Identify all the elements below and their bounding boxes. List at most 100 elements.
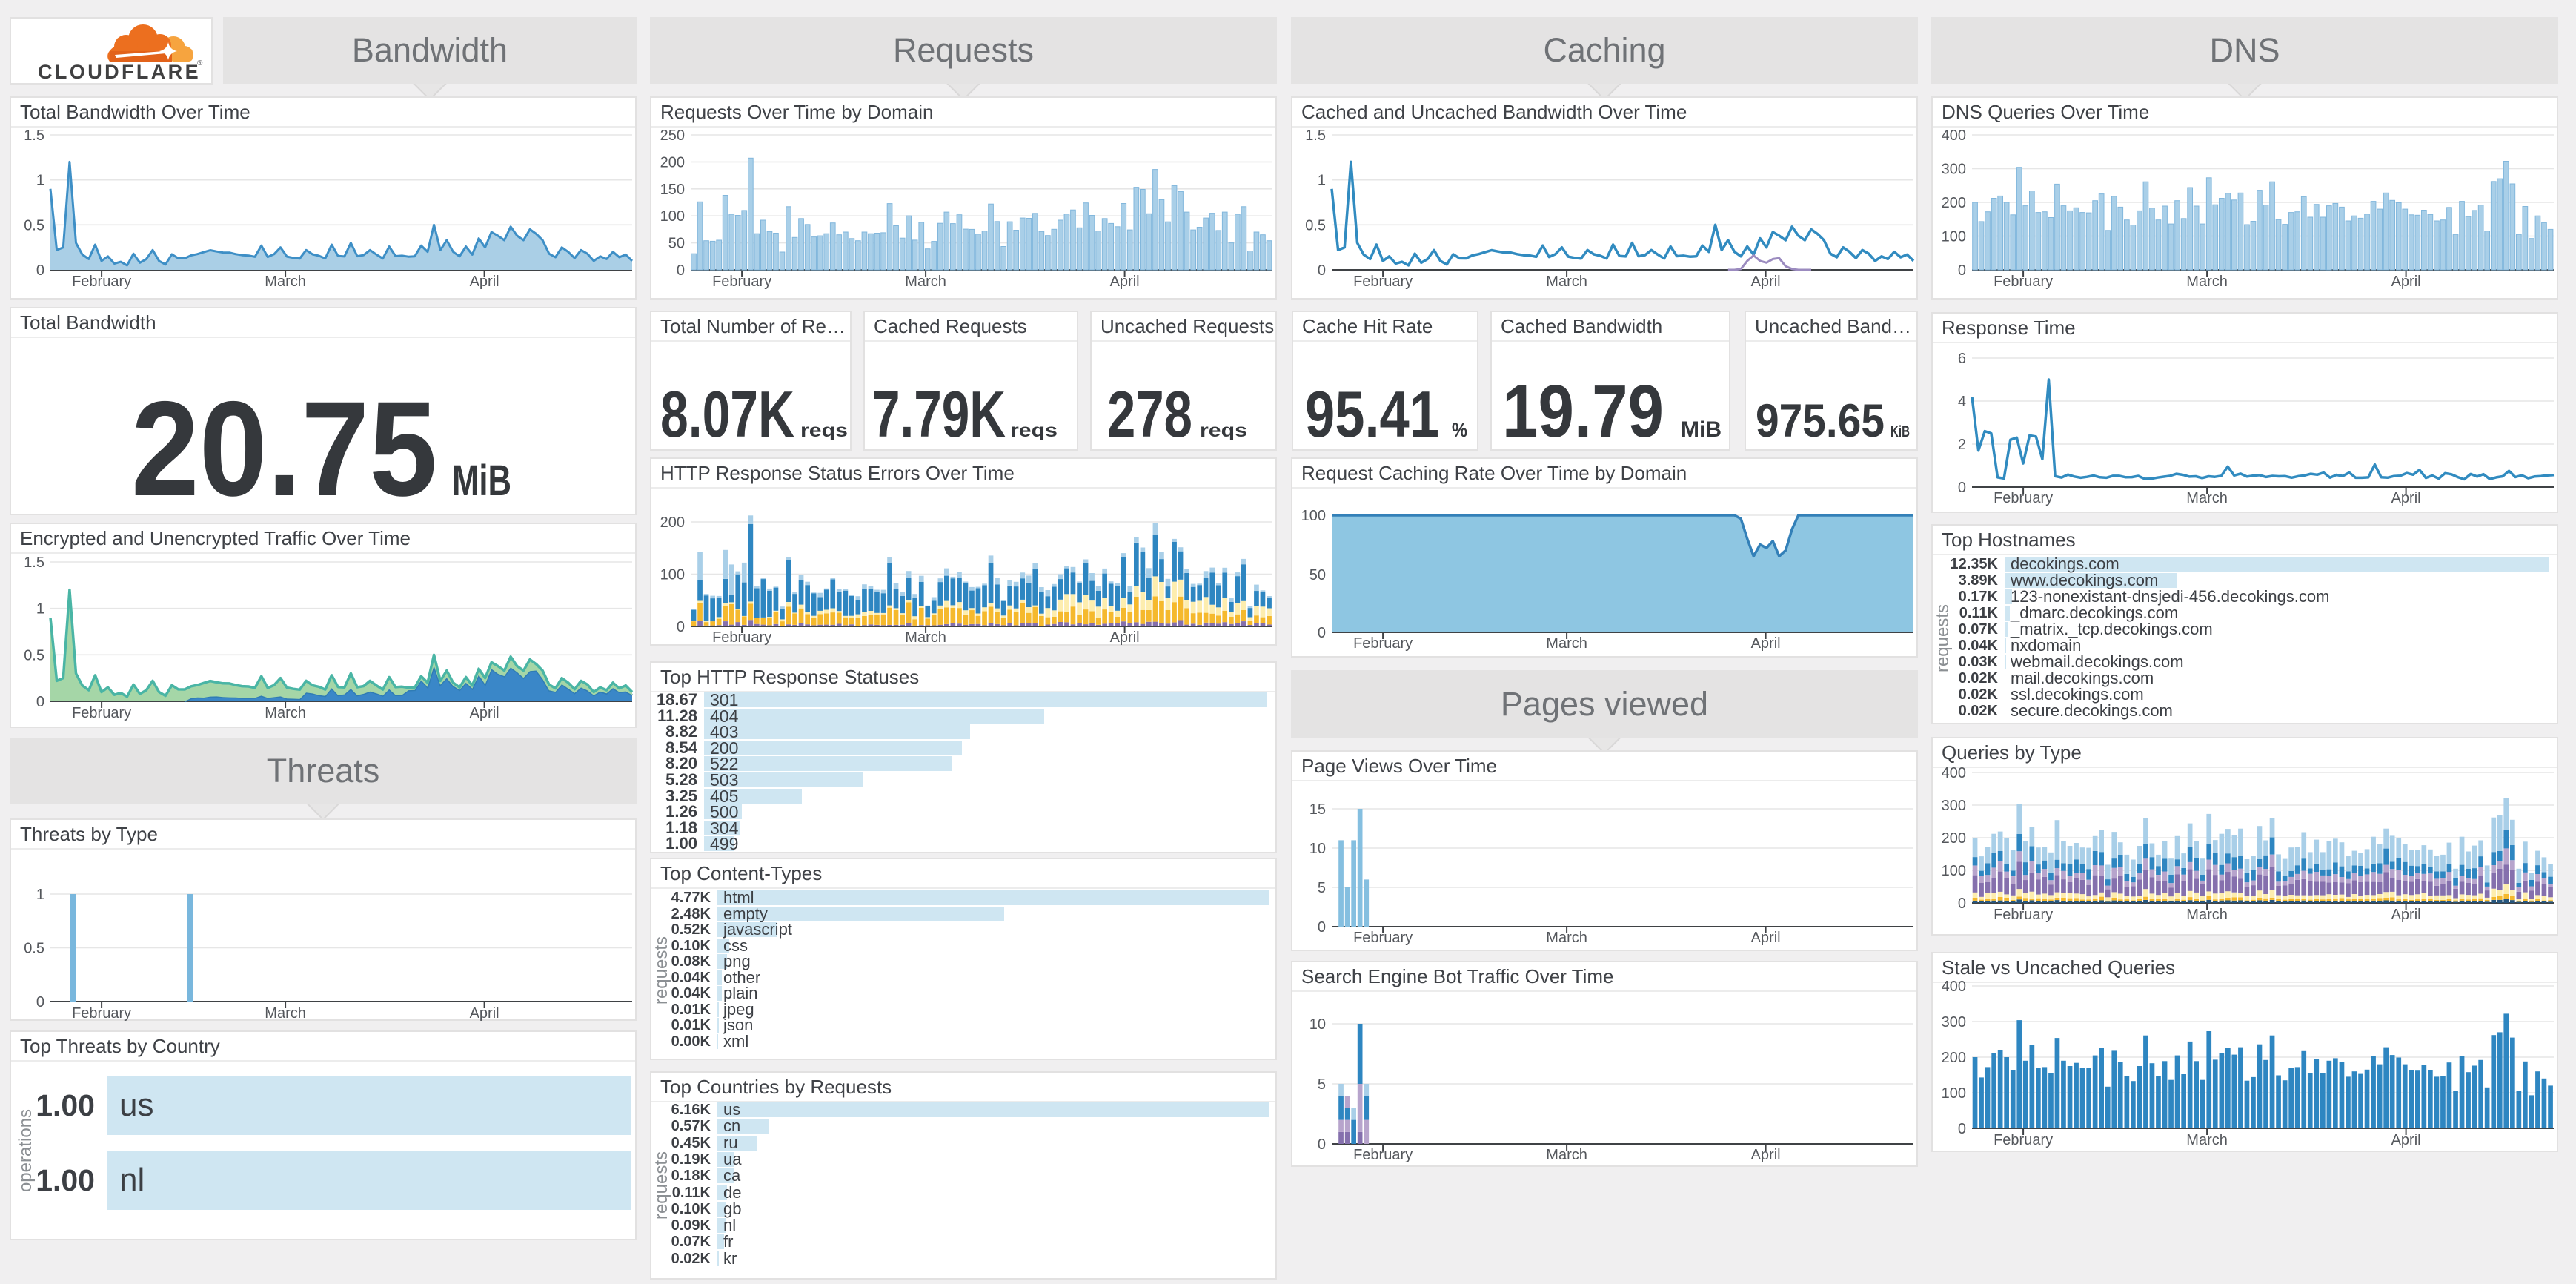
svg-text:March: March — [2186, 907, 2228, 923]
svg-text:200: 200 — [1942, 195, 1966, 211]
svg-text:1.5: 1.5 — [24, 128, 44, 144]
svg-text:0.5: 0.5 — [1305, 217, 1326, 234]
svg-text:®: ® — [197, 59, 203, 67]
svg-text:February: February — [1353, 1147, 1413, 1163]
svg-text:reqs: reqs — [1010, 420, 1058, 441]
svg-text:February: February — [1353, 274, 1413, 290]
svg-text:April: April — [1751, 274, 1781, 290]
svg-text:February: February — [1353, 930, 1413, 946]
svg-text:February: February — [1994, 274, 2053, 290]
svg-text:1.5: 1.5 — [24, 555, 44, 571]
svg-text:278: 278 — [1107, 377, 1192, 451]
svg-text:March: March — [905, 274, 946, 290]
svg-text:4: 4 — [1958, 394, 1966, 410]
svg-text:0: 0 — [677, 619, 685, 635]
svg-text:March: March — [2186, 274, 2228, 290]
svg-text:1: 1 — [36, 887, 44, 903]
svg-text:1: 1 — [36, 601, 44, 618]
svg-text:0: 0 — [677, 262, 685, 279]
svg-text:0: 0 — [36, 694, 44, 710]
svg-text:200: 200 — [660, 154, 685, 171]
svg-text:6: 6 — [1958, 351, 1966, 367]
svg-text:April: April — [470, 274, 499, 290]
svg-text:1: 1 — [1318, 173, 1326, 189]
svg-text:March: March — [265, 1005, 306, 1022]
svg-text:100: 100 — [1301, 508, 1326, 524]
svg-text:0.5: 0.5 — [24, 647, 44, 663]
svg-text:%: % — [1452, 419, 1467, 441]
svg-text:1: 1 — [36, 173, 44, 189]
svg-text:975.65: 975.65 — [1756, 395, 1885, 447]
svg-text:300: 300 — [1942, 1014, 1966, 1030]
svg-text:February: February — [712, 629, 771, 646]
svg-text:March: March — [265, 705, 306, 721]
svg-text:April: April — [470, 705, 499, 721]
svg-text:0: 0 — [1318, 625, 1326, 641]
svg-text:0.5: 0.5 — [24, 217, 44, 234]
svg-text:MiB: MiB — [1681, 417, 1722, 442]
svg-text:100: 100 — [660, 208, 685, 225]
svg-text:March: March — [1546, 635, 1587, 652]
svg-text:0: 0 — [36, 994, 44, 1010]
svg-text:March: March — [905, 629, 946, 646]
svg-text:February: February — [72, 274, 131, 290]
svg-text:250: 250 — [660, 128, 685, 144]
svg-text:100: 100 — [1942, 229, 1966, 245]
svg-text:April: April — [1751, 930, 1781, 946]
svg-text:April: April — [470, 1005, 499, 1022]
svg-text:200: 200 — [660, 514, 685, 531]
svg-text:February: February — [1994, 907, 2053, 923]
svg-text:150: 150 — [660, 182, 685, 198]
svg-text:19.79: 19.79 — [1502, 370, 1664, 453]
svg-text:February: February — [72, 1005, 131, 1022]
svg-text:April: April — [1751, 1147, 1781, 1163]
svg-text:February: February — [1994, 1132, 2053, 1148]
svg-text:200: 200 — [1942, 1050, 1966, 1066]
svg-text:April: April — [1110, 274, 1140, 290]
svg-text:0.5: 0.5 — [24, 941, 44, 957]
svg-text:5: 5 — [1318, 880, 1326, 896]
svg-text:7.79K: 7.79K — [872, 377, 1006, 451]
svg-text:400: 400 — [1942, 765, 1966, 781]
svg-text:0: 0 — [1958, 896, 1966, 912]
svg-text:February: February — [72, 705, 131, 721]
svg-text:300: 300 — [1942, 798, 1966, 814]
svg-text:April: April — [1751, 635, 1781, 652]
svg-text:March: March — [265, 274, 306, 290]
svg-text:50: 50 — [1309, 567, 1326, 583]
svg-text:February: February — [712, 274, 771, 290]
svg-text:March: March — [2186, 1132, 2228, 1148]
svg-text:April: April — [2391, 907, 2421, 923]
svg-text:April: April — [2391, 490, 2421, 506]
svg-text:reqs: reqs — [1200, 420, 1247, 441]
svg-text:KiB: KiB — [1890, 423, 1910, 440]
svg-text:0: 0 — [1958, 480, 1966, 496]
svg-text:0: 0 — [1318, 919, 1326, 936]
svg-text:0: 0 — [1958, 262, 1966, 279]
svg-text:February: February — [1353, 635, 1413, 652]
svg-text:1.5: 1.5 — [1305, 128, 1326, 144]
svg-text:200: 200 — [1942, 830, 1966, 847]
svg-text:reqs: reqs — [800, 420, 848, 441]
svg-text:100: 100 — [660, 567, 685, 583]
svg-text:0: 0 — [1318, 1136, 1326, 1153]
svg-text:March: March — [2186, 490, 2228, 506]
svg-text:400: 400 — [1942, 128, 1966, 144]
svg-text:10: 10 — [1309, 841, 1326, 857]
svg-text:100: 100 — [1942, 863, 1966, 879]
svg-text:20.75: 20.75 — [131, 373, 437, 501]
svg-text:2: 2 — [1958, 437, 1966, 453]
svg-text:April: April — [1110, 629, 1140, 646]
svg-text:5: 5 — [1318, 1076, 1326, 1093]
svg-text:March: March — [1546, 930, 1587, 946]
svg-text:100: 100 — [1942, 1085, 1966, 1102]
svg-text:95.41: 95.41 — [1305, 377, 1439, 451]
svg-text:300: 300 — [1942, 162, 1966, 178]
svg-text:0: 0 — [1958, 1121, 1966, 1137]
svg-text:0: 0 — [36, 262, 44, 279]
svg-text:April: April — [2391, 274, 2421, 290]
svg-text:10: 10 — [1309, 1016, 1326, 1033]
svg-text:March: March — [1546, 1147, 1587, 1163]
svg-text:8.07K: 8.07K — [660, 377, 794, 451]
svg-text:April: April — [2391, 1132, 2421, 1148]
